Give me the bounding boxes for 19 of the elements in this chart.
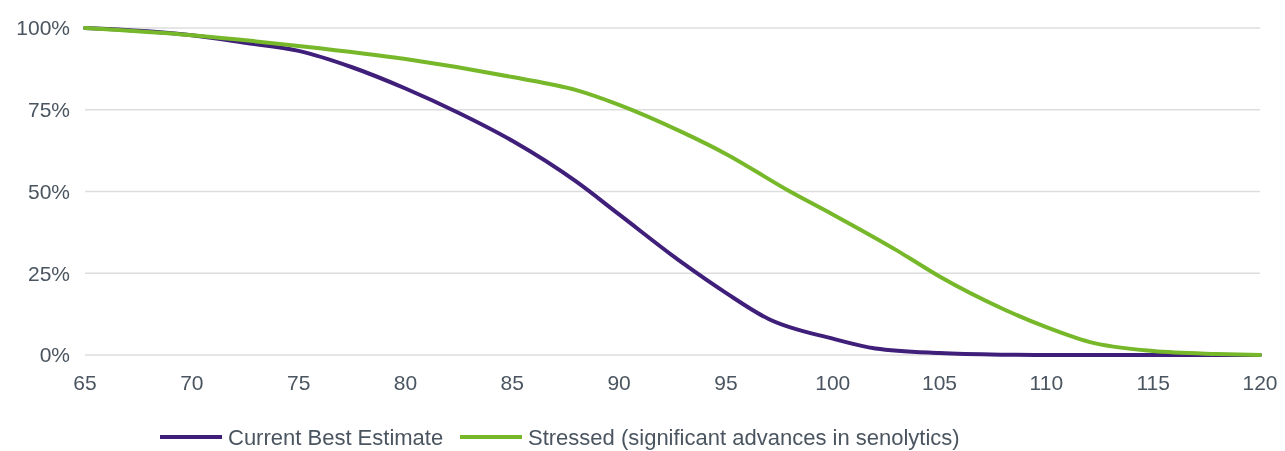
legend-label: Current Best Estimate	[228, 424, 444, 450]
x-tick-label: 95	[714, 371, 738, 394]
x-tick-label: 110	[1029, 371, 1064, 394]
x-tick-label: 115	[1136, 371, 1170, 394]
x-tick-label: 65	[73, 371, 97, 394]
y-tick-label: 25%	[27, 261, 70, 285]
y-tick-label: 100%	[16, 16, 70, 40]
x-tick-label: 70	[180, 371, 204, 394]
y-tick-label: 75%	[27, 98, 70, 122]
x-tick-label: 105	[922, 371, 958, 394]
x-tick-label: 75	[286, 371, 311, 394]
x-tick-label: 100	[815, 371, 851, 394]
x-tick-label: 80	[393, 371, 418, 394]
x-tick-label: 90	[607, 371, 631, 394]
x-tick-label: 85	[500, 371, 524, 394]
legend-label: Stressed (significant advances in senolytics)	[528, 424, 960, 450]
y-tick-label: 0%	[39, 343, 70, 367]
y-tick-label: 50%	[27, 179, 70, 203]
x-tick-label: 120	[1242, 371, 1278, 394]
